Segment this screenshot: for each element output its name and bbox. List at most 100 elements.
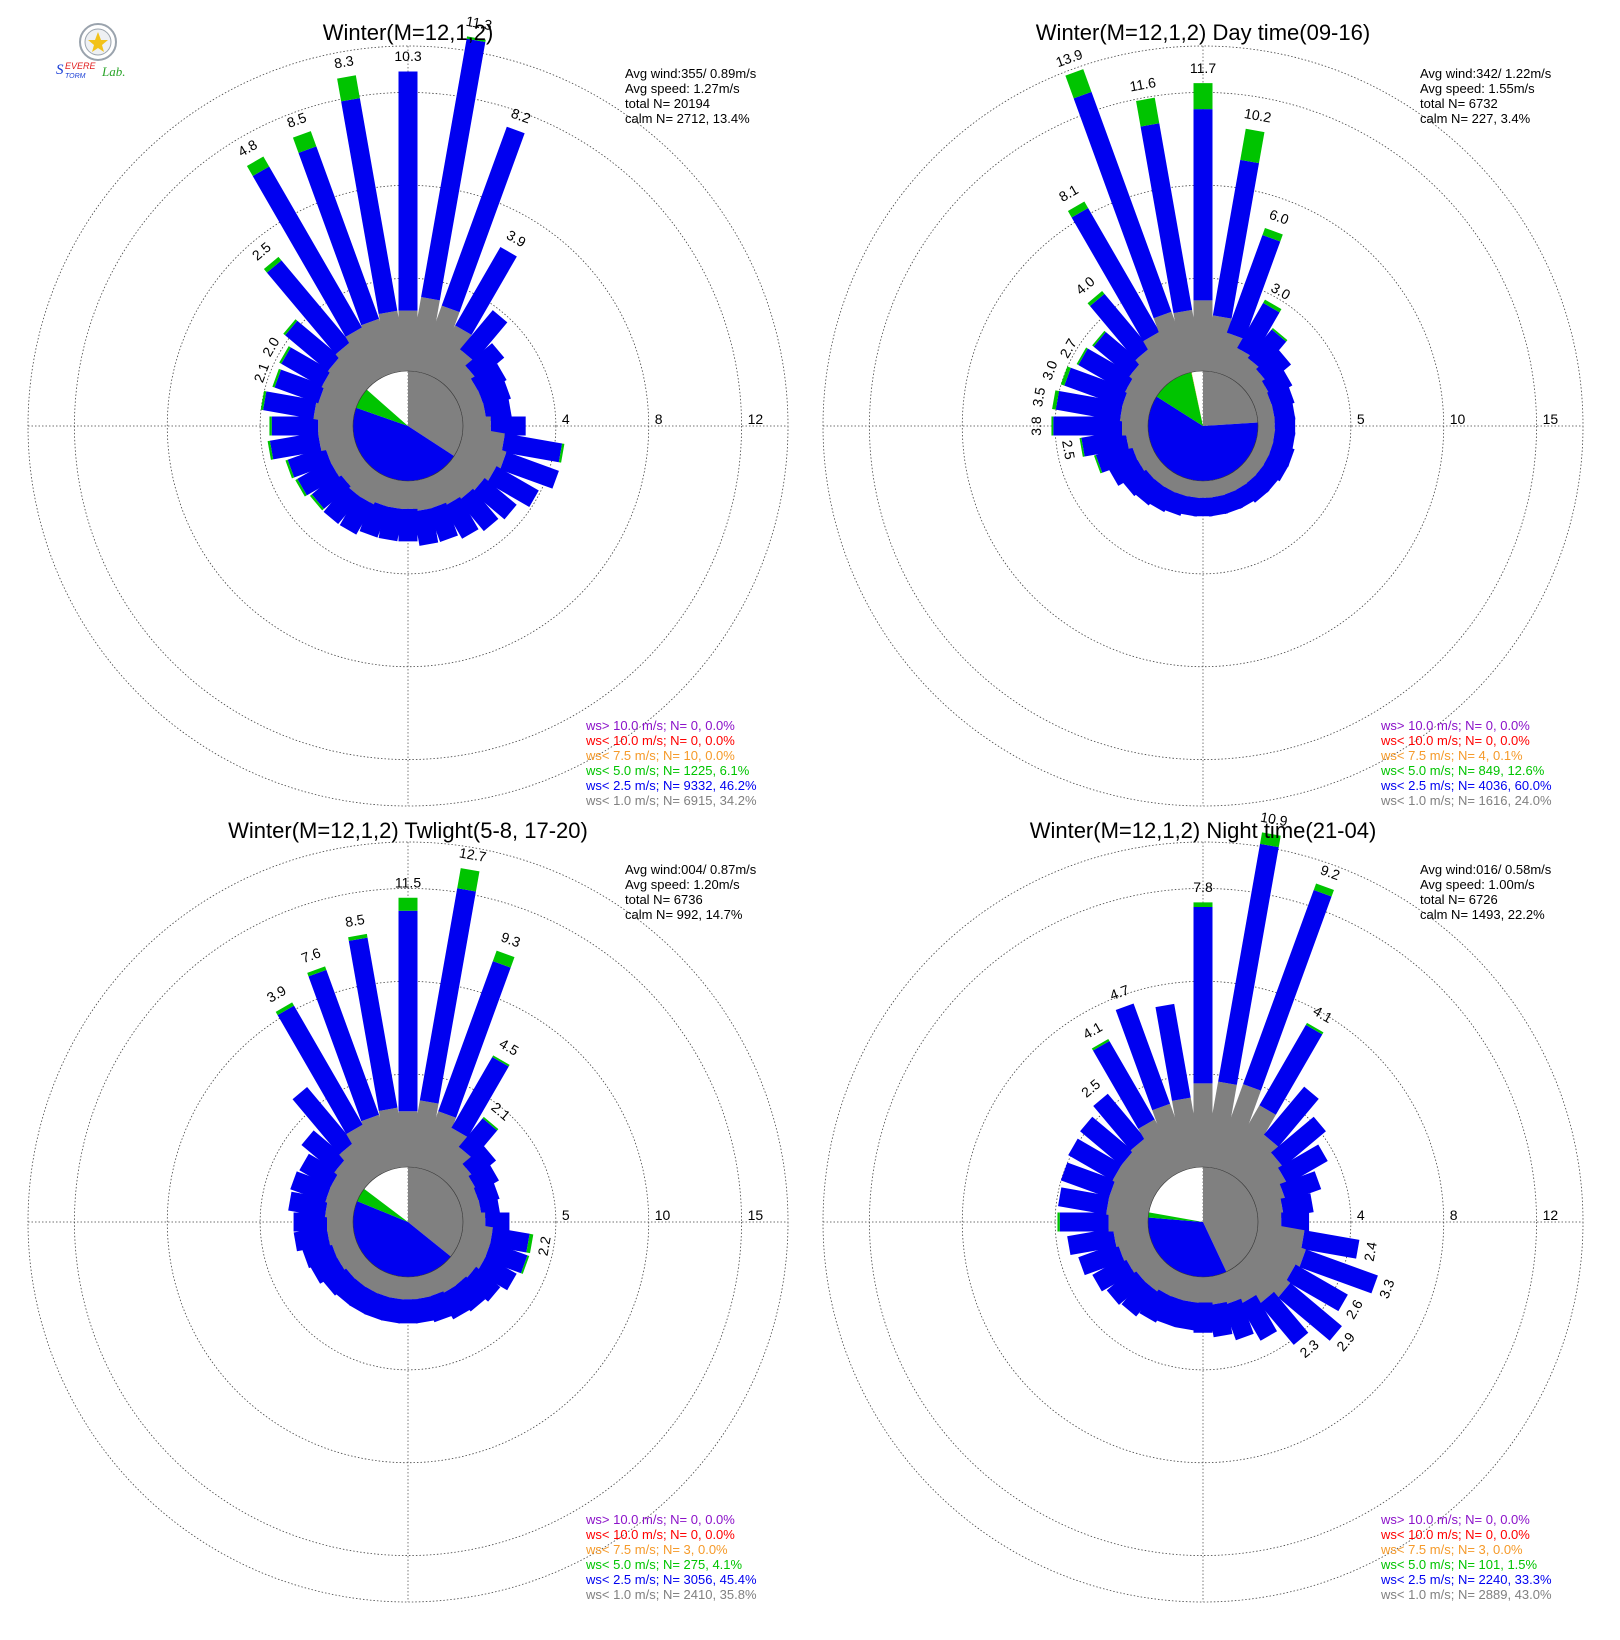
legend-entry: ws< 10.0 m/s; N= 0, 0.0% <box>585 733 735 748</box>
stat-avg-wind: Avg wind:016/ 0.58m/s <box>1420 862 1552 877</box>
wind-bar-segment <box>325 1184 360 1213</box>
bar-value-label: 11.3 <box>465 13 494 33</box>
wind-bar-segment <box>483 398 512 422</box>
wind-bar-segment <box>417 474 447 510</box>
legend-entry: ws< 5.0 m/s; N= 1225, 6.1% <box>585 763 750 778</box>
pie-outline <box>1147 370 1259 482</box>
wind-bar-segment <box>1064 367 1129 407</box>
wind-bar-segment <box>478 1196 501 1219</box>
wind-bar-segment <box>444 1163 475 1194</box>
wind-bar-segment <box>1092 1256 1134 1292</box>
wind-bar-segment <box>1067 1228 1117 1256</box>
wind-bar-segment <box>1239 1295 1278 1341</box>
bar-value-label: 4.1 <box>1080 1019 1105 1043</box>
bar-value-label: 8.2 <box>509 105 533 127</box>
wind-bar-segment <box>345 327 389 384</box>
wind-bar-segment <box>425 1291 453 1323</box>
ring <box>961 980 1445 1464</box>
bar-value-label: 12.7 <box>458 844 488 865</box>
svg-text:TORM: TORM <box>65 73 86 80</box>
wind-bar-segment <box>408 1100 439 1170</box>
wind-bar-segment <box>334 1241 366 1270</box>
wind-bar-segment <box>283 319 298 336</box>
pie-slice <box>1148 396 1258 482</box>
wind-bar-segment <box>1206 494 1229 517</box>
wind-bar-segment <box>1112 1164 1161 1203</box>
wind-bar-segment <box>413 508 439 546</box>
wind-bar-segment <box>1237 302 1280 358</box>
wind-bar-segment <box>1121 1279 1158 1317</box>
wind-bar-segment <box>1157 1294 1185 1328</box>
bar-value-label: 8.5 <box>285 109 309 131</box>
wind-bar-segment <box>1081 430 1129 457</box>
wind-bar-segment <box>1261 368 1293 398</box>
wind-bar-segment <box>322 1264 355 1296</box>
legend-entry: ws> 10.0 m/s; N= 0, 0.0% <box>585 718 735 733</box>
legend-entry: ws< 10.0 m/s; N= 0, 0.0% <box>1380 1527 1530 1542</box>
lab-logo: S EVERE TORM Lab. <box>52 22 144 84</box>
wind-bar-segment <box>1073 91 1172 319</box>
legend-entry: ws< 2.5 m/s; N= 4036, 60.0% <box>1380 778 1552 793</box>
wind-bar-segment <box>277 1005 363 1135</box>
wind-bar-segment <box>1071 207 1160 342</box>
legend-entry: ws< 1.0 m/s; N= 6915, 34.2% <box>585 793 757 808</box>
legend-entry: ws< 2.5 m/s; N= 2240, 33.3% <box>1380 1572 1552 1587</box>
bar-value-label: 9.3 <box>499 929 523 951</box>
wind-bar-segment <box>335 1275 366 1306</box>
wind-bar-segment <box>1108 1179 1155 1213</box>
wind-bar-segment <box>1251 1231 1306 1268</box>
wind-bar-segment <box>341 98 398 315</box>
wind-bar-segment <box>1179 1274 1203 1303</box>
ring-label: 5 <box>1357 411 1365 427</box>
ring <box>259 277 557 575</box>
bar-value-label: 2.7 <box>1056 336 1080 361</box>
wind-bar-segment <box>1122 464 1155 497</box>
stat-calm: calm N= 1493, 22.2% <box>1420 907 1545 922</box>
wind-bar-segment <box>324 435 360 465</box>
wind-bar-segment <box>462 1145 497 1179</box>
wind-bar-segment <box>1271 1116 1326 1168</box>
wind-bar-segment <box>1055 390 1124 421</box>
svg-text:S: S <box>56 62 64 78</box>
wind-bar-segment <box>1240 128 1265 164</box>
chart-title: Winter(M=12,1,2) Night time(21-04) <box>1030 818 1377 843</box>
wind-bar-segment <box>1305 1022 1324 1035</box>
wind-bar-segment <box>1222 347 1254 384</box>
wind-rose-panel-2: 5 10 1511.710.26.03.02.53.83.53.02.74.08.1… <box>822 20 1584 808</box>
bar-value-label: 6.0 <box>1267 206 1291 228</box>
wind-bar-segment <box>342 1250 372 1279</box>
wind-bar-segment <box>1093 454 1103 474</box>
wind-bar-segment <box>470 363 507 396</box>
wind-bar-segment <box>417 305 460 378</box>
wind-bar-segment <box>478 380 511 409</box>
wind-bar-segment <box>458 488 499 532</box>
wind-bar-segment <box>1158 468 1184 493</box>
wind-bar-segment <box>1212 474 1237 497</box>
wind-bar-segment <box>1129 361 1167 398</box>
wind-bar-segment <box>1263 299 1282 313</box>
wind-bar-segment <box>330 1231 360 1258</box>
wind-bar-segment <box>1130 435 1155 461</box>
bar-value-label: 4.0 <box>1072 273 1097 298</box>
wind-bar-segment <box>1134 474 1165 506</box>
wind-bar-segment <box>1286 1264 1348 1312</box>
bar-value-label: 9.2 <box>1318 862 1342 884</box>
wind-bar-segment <box>459 310 508 362</box>
bar-value-label: 4.5 <box>497 1035 522 1059</box>
bar-value-label: 3.0 <box>1039 358 1061 382</box>
wind-bar-segment <box>1226 234 1281 340</box>
legend-entry: ws< 2.5 m/s; N= 9332, 46.2% <box>585 778 757 793</box>
wind-bar-segment <box>1135 347 1175 390</box>
wind-bar-segment <box>427 1127 468 1180</box>
wind-bar-segment <box>359 500 389 538</box>
wind-bar-segment <box>1177 494 1200 517</box>
bar-value-label: 3.9 <box>264 982 289 1006</box>
bar-value-label: 13.9 <box>1054 46 1085 70</box>
ring <box>961 184 1445 668</box>
ring <box>1054 277 1352 575</box>
wind-bar-segment <box>1239 1250 1291 1298</box>
wind-bar-segment <box>323 485 361 525</box>
wind-bar-segment <box>1068 1138 1122 1181</box>
stat-avg-wind: Avg wind:355/ 0.89m/s <box>625 66 757 81</box>
wind-bar-segment <box>357 468 389 505</box>
